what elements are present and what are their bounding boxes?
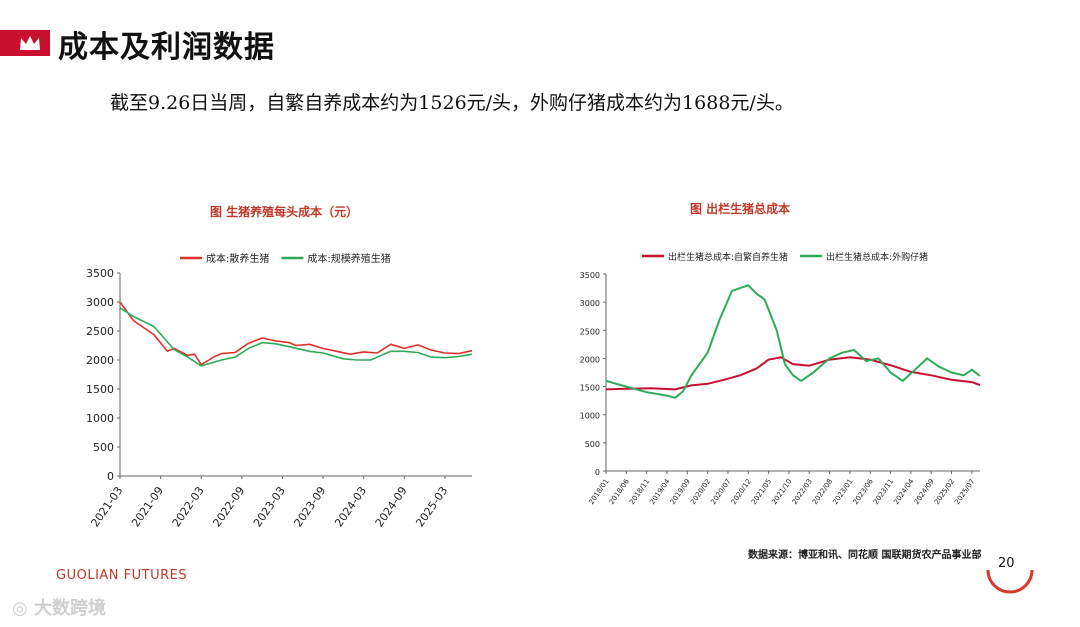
y-tick-label: 1500 bbox=[86, 383, 114, 396]
series-line-1 bbox=[119, 301, 473, 366]
x-tick-label: 2023-03 bbox=[251, 484, 288, 529]
chart1-title: 图 生猪养殖每头成本（元） bbox=[210, 205, 359, 219]
page-number-arc-icon bbox=[986, 569, 1034, 594]
series-line-2 bbox=[119, 307, 473, 367]
y-tick-label: 3000 bbox=[580, 299, 600, 308]
data-source: 数据来源：博亚和讯、同花顺 国联期货农产品事业部 bbox=[748, 550, 982, 561]
y-tick-label: 500 bbox=[585, 440, 600, 449]
y-tick-label: 2000 bbox=[86, 354, 114, 367]
watermark: ◎ 大数跨境 bbox=[12, 594, 106, 620]
series-line-2 bbox=[605, 284, 981, 399]
watermark-text: 大数跨境 bbox=[33, 598, 106, 619]
watermark-icon: ◎ bbox=[12, 598, 34, 619]
y-tick-label: 3500 bbox=[86, 267, 114, 280]
page-title: 成本及利润数据 bbox=[58, 30, 275, 65]
y-tick-label: 500 bbox=[93, 441, 114, 454]
y-tick-label: 2500 bbox=[86, 325, 114, 338]
x-tick-label: 2025/07 bbox=[953, 478, 976, 506]
legend-label-2: 成本:规模养殖生猪 bbox=[307, 252, 390, 265]
y-tick-label: 2000 bbox=[580, 355, 600, 364]
x-tick-label: 2021-09 bbox=[129, 484, 166, 529]
x-tick-label: 2023-09 bbox=[292, 484, 329, 529]
chart-production-cost: 0 500 1000 1500 2000 2500 3000 3500 2021-03 2021-… bbox=[86, 252, 473, 529]
x-tick-label: 2022-09 bbox=[210, 484, 247, 529]
x-tick-label: 2025-03 bbox=[413, 484, 450, 529]
page-number: 20 bbox=[998, 556, 1015, 571]
brand-logo-text: GUOLIAN FUTURES bbox=[56, 568, 188, 583]
legend-label-1: 成本:散养生猪 bbox=[206, 252, 269, 265]
y-tick-label: 0 bbox=[595, 468, 600, 477]
legend-label-2: 出栏生猪总成本:外购仔猪 bbox=[826, 251, 928, 263]
chart2-title: 图 出栏生猪总成本 bbox=[690, 202, 791, 216]
x-tick-label: 2024-03 bbox=[332, 484, 369, 529]
y-tick-label: 1000 bbox=[86, 412, 114, 425]
chart-total-cost: 05001000150020002500300035002018/012018/… bbox=[580, 251, 981, 506]
y-tick-label: 1500 bbox=[580, 384, 600, 393]
y-tick-label: 3500 bbox=[580, 271, 600, 280]
x-tick-label: 2021-03 bbox=[88, 484, 125, 529]
y-tick-label: 0 bbox=[107, 470, 114, 483]
crown-icon bbox=[20, 36, 40, 50]
y-tick-label: 1000 bbox=[580, 412, 600, 421]
x-tick-label: 2022-03 bbox=[170, 484, 207, 529]
page-subtitle: 截至9.26日当周，自繁自养成本约为1526元/头，外购仔猪成本约为1688元/… bbox=[110, 92, 794, 114]
y-tick-label: 3000 bbox=[86, 296, 114, 309]
legend-label-1: 出栏生猪总成本:自繁自养生猪 bbox=[668, 251, 788, 263]
x-tick-label: 2024-09 bbox=[373, 484, 410, 529]
y-tick-label: 2500 bbox=[580, 327, 600, 336]
series-line-1 bbox=[605, 356, 981, 391]
title-accent-bar bbox=[0, 30, 50, 56]
